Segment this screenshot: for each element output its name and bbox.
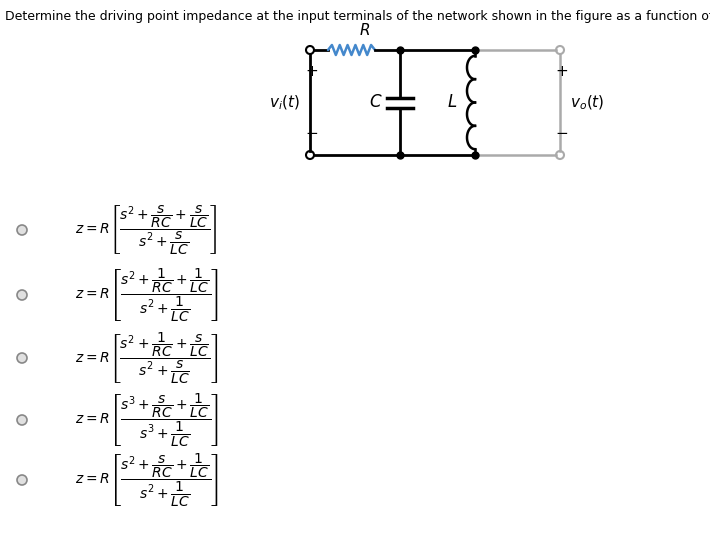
Text: $z = R\left[\dfrac{s^2 + \dfrac{s}{RC} + \dfrac{s}{LC}}{s^2 + \dfrac{s}{LC}}\rig: $z = R\left[\dfrac{s^2 + \dfrac{s}{RC} +… [75, 203, 218, 256]
Text: −: − [556, 126, 569, 141]
Text: $z = R\left[\dfrac{s^2 + \dfrac{1}{RC} + \dfrac{s}{LC}}{s^2 + \dfrac{s}{LC}}\rig: $z = R\left[\dfrac{s^2 + \dfrac{1}{RC} +… [75, 331, 219, 386]
Circle shape [17, 290, 27, 300]
Circle shape [17, 353, 27, 363]
Text: $z = R\left[\dfrac{s^2 + \dfrac{1}{RC} + \dfrac{1}{LC}}{s^2 + \dfrac{1}{LC}}\rig: $z = R\left[\dfrac{s^2 + \dfrac{1}{RC} +… [75, 266, 219, 324]
Text: $v_o(t)$: $v_o(t)$ [570, 93, 604, 112]
Circle shape [17, 415, 27, 425]
Text: $C$: $C$ [369, 94, 383, 111]
Text: −: − [305, 126, 318, 141]
Text: +: + [305, 64, 318, 79]
Circle shape [17, 475, 27, 485]
Text: +: + [556, 64, 569, 79]
Text: $R$: $R$ [359, 22, 371, 38]
Text: $v_i(t)$: $v_i(t)$ [269, 93, 300, 112]
Circle shape [17, 225, 27, 235]
Text: $z = R\left[\dfrac{s^3 + \dfrac{s}{RC} + \dfrac{1}{LC}}{s^3 + \dfrac{1}{LC}}\rig: $z = R\left[\dfrac{s^3 + \dfrac{s}{RC} +… [75, 391, 219, 449]
Text: $L$: $L$ [447, 94, 457, 111]
Text: $z = R\left[\dfrac{s^2 + \dfrac{s}{RC} + \dfrac{1}{LC}}{s^2 + \dfrac{1}{LC}}\rig: $z = R\left[\dfrac{s^2 + \dfrac{s}{RC} +… [75, 451, 219, 508]
Text: Determine the driving point impedance at the input terminals of the network show: Determine the driving point impedance at… [5, 10, 710, 23]
